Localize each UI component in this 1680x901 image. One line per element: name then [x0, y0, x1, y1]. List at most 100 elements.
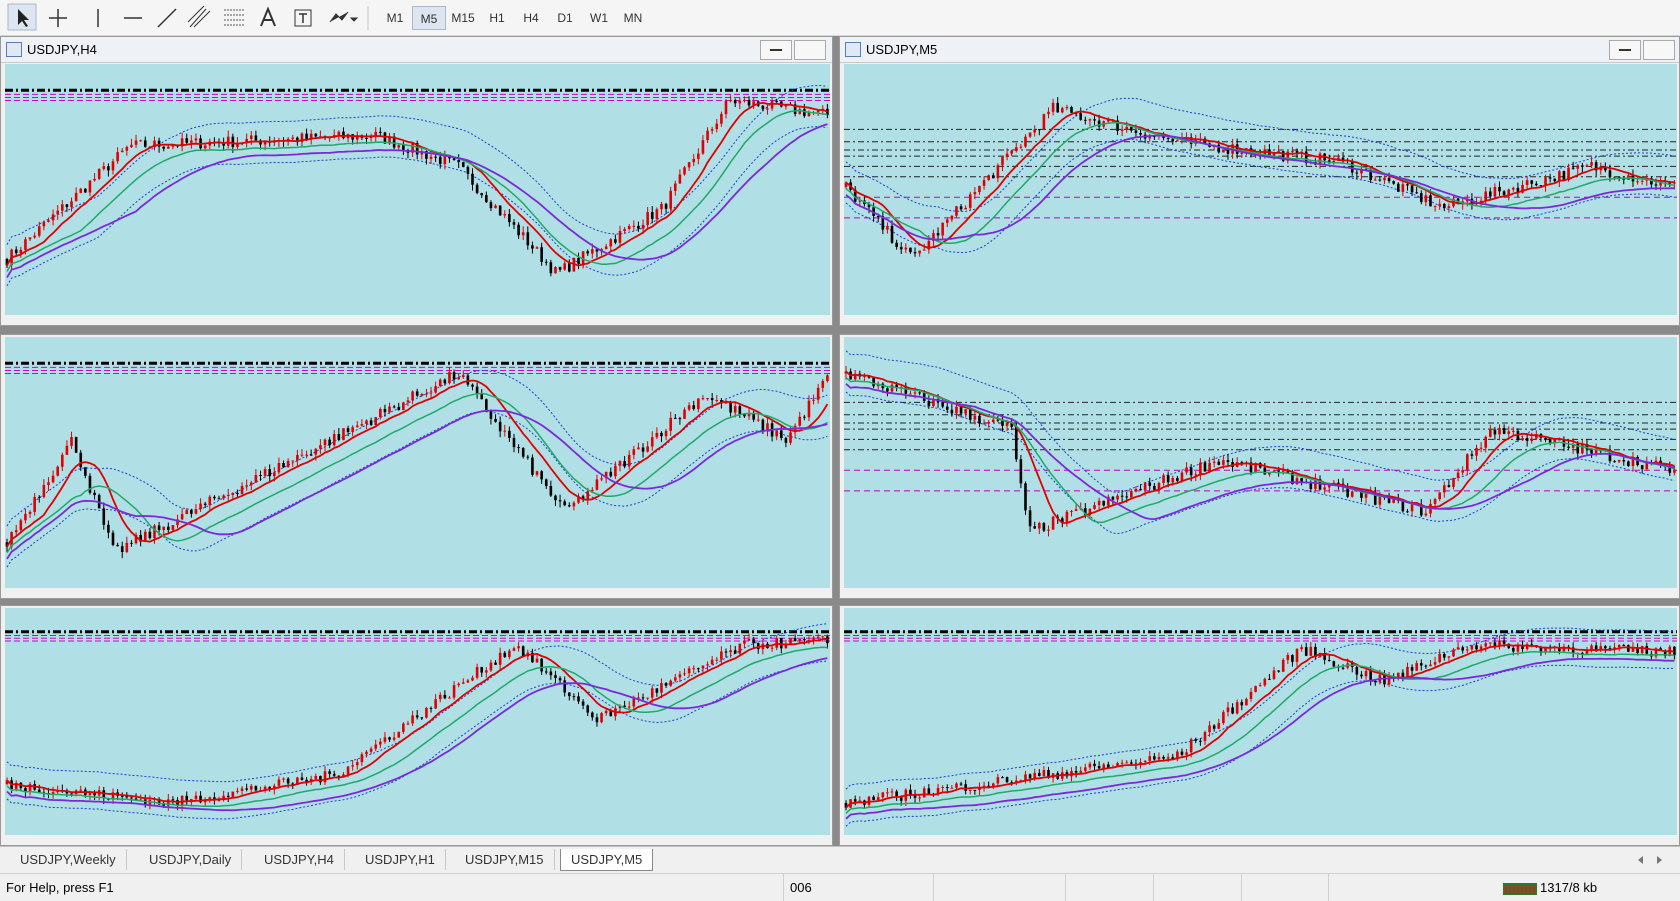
candle-body — [402, 723, 405, 732]
candle-body — [319, 776, 322, 783]
candle-body — [775, 100, 778, 102]
chart-tab[interactable]: USDJPY,H1 — [355, 849, 446, 870]
candle-body — [577, 496, 580, 503]
candle-body — [683, 167, 686, 175]
restore-button[interactable] — [1643, 40, 1675, 60]
candle-body — [203, 145, 207, 149]
candle-body — [673, 183, 677, 191]
bollinger-upper — [6, 623, 828, 783]
shapes-tool[interactable] — [329, 11, 359, 23]
minimize-button[interactable] — [1609, 40, 1641, 60]
chart-tab[interactable]: USDJPY,M15 — [455, 849, 555, 870]
candle-body — [1530, 180, 1534, 184]
candle-body — [471, 173, 474, 185]
chart-tab[interactable]: USDJPY,Daily — [139, 849, 243, 870]
restore-button[interactable] — [794, 40, 826, 60]
candle-body — [1640, 646, 1644, 653]
label-tool[interactable] — [294, 9, 312, 27]
candle-body — [1291, 150, 1294, 152]
candle-body — [157, 525, 161, 531]
candle-body — [1387, 177, 1391, 182]
candle-body — [254, 785, 258, 791]
candle-body — [1226, 707, 1230, 713]
candle-body — [1194, 474, 1198, 476]
candle-body — [1654, 648, 1658, 657]
candle-body — [1079, 113, 1083, 120]
timeframe-button[interactable]: M5 — [412, 6, 446, 30]
candle-body — [1484, 643, 1488, 647]
candle-body — [171, 799, 175, 801]
candle-body — [710, 398, 714, 401]
candle-body — [789, 638, 792, 644]
candle-body — [1318, 153, 1322, 165]
candle-body — [526, 456, 530, 458]
candle-body — [153, 525, 156, 539]
candle-body — [1111, 496, 1115, 500]
candle-body — [245, 485, 248, 487]
bollinger-upper — [845, 97, 1675, 212]
candle-body — [572, 502, 576, 507]
timeframe-button[interactable]: D1 — [557, 11, 573, 25]
timeframe-button[interactable]: M15 — [451, 11, 475, 25]
candle-body — [402, 145, 405, 151]
timeframe-button[interactable]: MN — [623, 11, 643, 25]
candle-body — [1562, 171, 1566, 180]
candle-body — [1217, 723, 1221, 729]
candle-body — [130, 144, 133, 148]
candle-body — [1590, 162, 1593, 166]
candle-body — [143, 799, 147, 806]
window-title: USDJPY,H4 — [27, 42, 97, 57]
candle-body — [756, 419, 760, 421]
candle-body — [1392, 181, 1395, 184]
bollinger-upper — [6, 84, 828, 245]
candle-body — [111, 161, 115, 171]
candle-body — [1512, 647, 1515, 652]
candle-body — [591, 712, 594, 718]
candle-body — [1553, 178, 1557, 182]
candle-body — [563, 680, 566, 693]
candle-body — [402, 402, 405, 411]
candle-body — [996, 777, 1000, 784]
candle-body — [1673, 182, 1676, 184]
candle-body — [1378, 179, 1382, 181]
fibo-tool[interactable] — [224, 9, 244, 26]
price-chart — [5, 84, 830, 287]
candle-body — [812, 637, 815, 640]
candle-body — [586, 705, 590, 713]
candle-body — [890, 384, 894, 392]
timeframe-button[interactable]: W1 — [590, 11, 608, 25]
candle-body — [918, 250, 921, 254]
chart-tab[interactable]: USDJPY,H4 — [254, 849, 345, 870]
candle-body — [1364, 492, 1368, 498]
candle-body — [190, 510, 193, 514]
candle-body — [1148, 136, 1152, 139]
candle-body — [415, 715, 419, 718]
candle-body — [1249, 462, 1253, 473]
minimize-button[interactable] — [760, 40, 792, 60]
candle-body — [1548, 437, 1552, 443]
candle-body — [987, 785, 990, 787]
candle-body — [816, 636, 820, 638]
candle-body — [125, 795, 129, 798]
trendline-tool[interactable] — [157, 8, 177, 28]
text-tool[interactable] — [260, 6, 276, 27]
chart-tab[interactable]: USDJPY,M5 — [560, 849, 654, 871]
candle-body — [1479, 646, 1483, 650]
candle-body — [697, 668, 700, 670]
candle-body — [1065, 107, 1069, 109]
chart-tab[interactable]: USDJPY,Weekly — [10, 849, 127, 870]
candle-body — [1074, 509, 1078, 511]
candle-body — [710, 659, 714, 665]
crosshair-tool[interactable] — [49, 9, 67, 27]
channel-tool[interactable] — [187, 5, 211, 28]
timeframe-button[interactable]: H1 — [489, 11, 505, 25]
candle-body — [563, 263, 566, 270]
candle-body — [632, 697, 636, 707]
candle-body — [798, 638, 802, 642]
candle-body — [332, 434, 336, 446]
timeframe-button[interactable]: H4 — [523, 11, 539, 25]
timeframe-button[interactable]: M1 — [386, 11, 404, 25]
candle-body — [922, 249, 926, 251]
candle-body — [1309, 482, 1313, 489]
candle-body — [623, 229, 626, 231]
